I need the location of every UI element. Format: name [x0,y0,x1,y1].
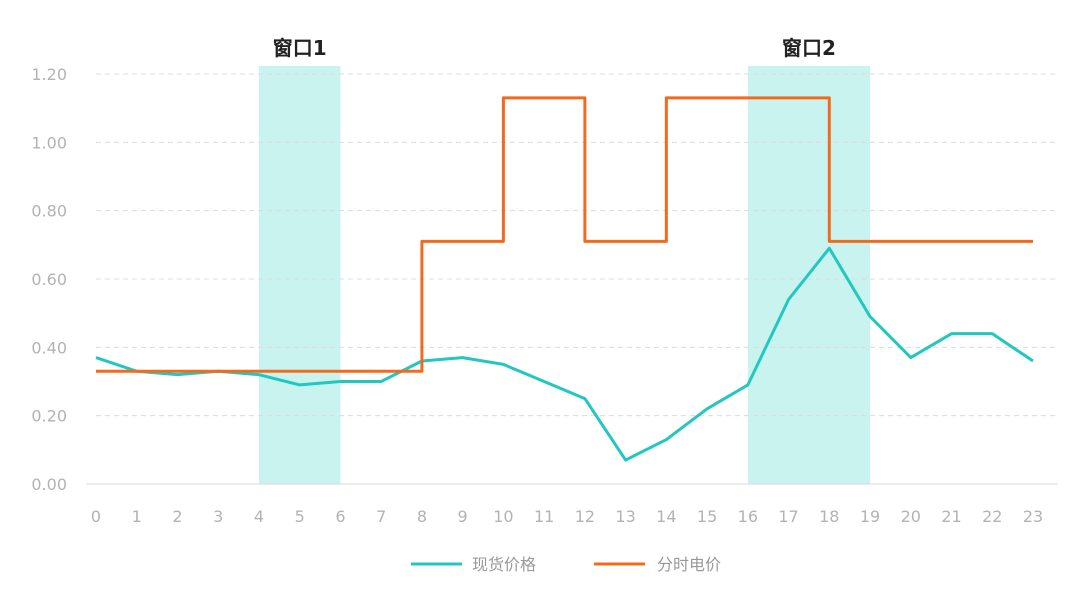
x-tick-label: 5 [295,507,305,526]
series-line-1 [95,246,1034,462]
x-tick-label: 3 [213,507,223,526]
x-tick-label: 2 [172,507,182,526]
window-label-2: 窗口2 [782,36,836,60]
x-tick-label: 10 [493,507,513,526]
x-tick-label: 16 [738,507,758,526]
x-tick-label: 7 [376,507,386,526]
x-tick-label: 22 [982,507,1002,526]
y-axis-ticks: 0.00 0.20 0.40 0.60 0.80 1.00 1.20 [31,65,67,494]
x-tick-label: 15 [697,507,717,526]
x-tick-label: 23 [1023,507,1043,526]
x-tick-label: 12 [575,507,595,526]
shaded-window-1 [258,66,341,484]
legend: 现货价格 分时电价 [411,555,721,574]
y-tick-label: 0.80 [31,202,67,221]
legend-label-2: 分时电价 [657,555,721,574]
x-tick-label: 1 [132,507,142,526]
x-tick-label: 14 [656,507,676,526]
x-tick-label: 17 [778,507,798,526]
y-tick-label: 0.20 [31,407,67,426]
x-tick-label: 11 [534,507,554,526]
x-tick-label: 13 [615,507,635,526]
series-line-2 [96,96,1033,373]
x-tick-label: 20 [901,507,921,526]
y-tick-label: 0.40 [31,338,67,357]
x-tick-label: 4 [254,507,264,526]
x-tick-label: 9 [458,507,468,526]
x-tick-label: 8 [417,507,427,526]
window-label-1: 窗口1 [273,36,327,60]
x-tick-label: 21 [941,507,961,526]
y-tick-label: 0.60 [31,270,67,289]
x-tick-label: 6 [335,507,345,526]
y-tick-label: 1.20 [31,65,67,84]
legend-label-1: 现货价格 [472,555,536,574]
y-tick-label: 1.00 [31,133,67,152]
x-tick-label: 19 [860,507,880,526]
x-tick-label: 18 [819,507,839,526]
x-axis-ticks: 0 1 2 3 4 5 6 7 8 9 10 11 12 13 14 15 16 17 18 19 20 21 22 23 [91,507,1043,526]
shaded-windows: 窗口1 窗口2 [258,36,871,484]
x-tick-label: 0 [91,507,101,526]
gridlines [96,73,1058,417]
y-tick-label: 0.00 [31,475,67,494]
series-lines [95,96,1034,462]
